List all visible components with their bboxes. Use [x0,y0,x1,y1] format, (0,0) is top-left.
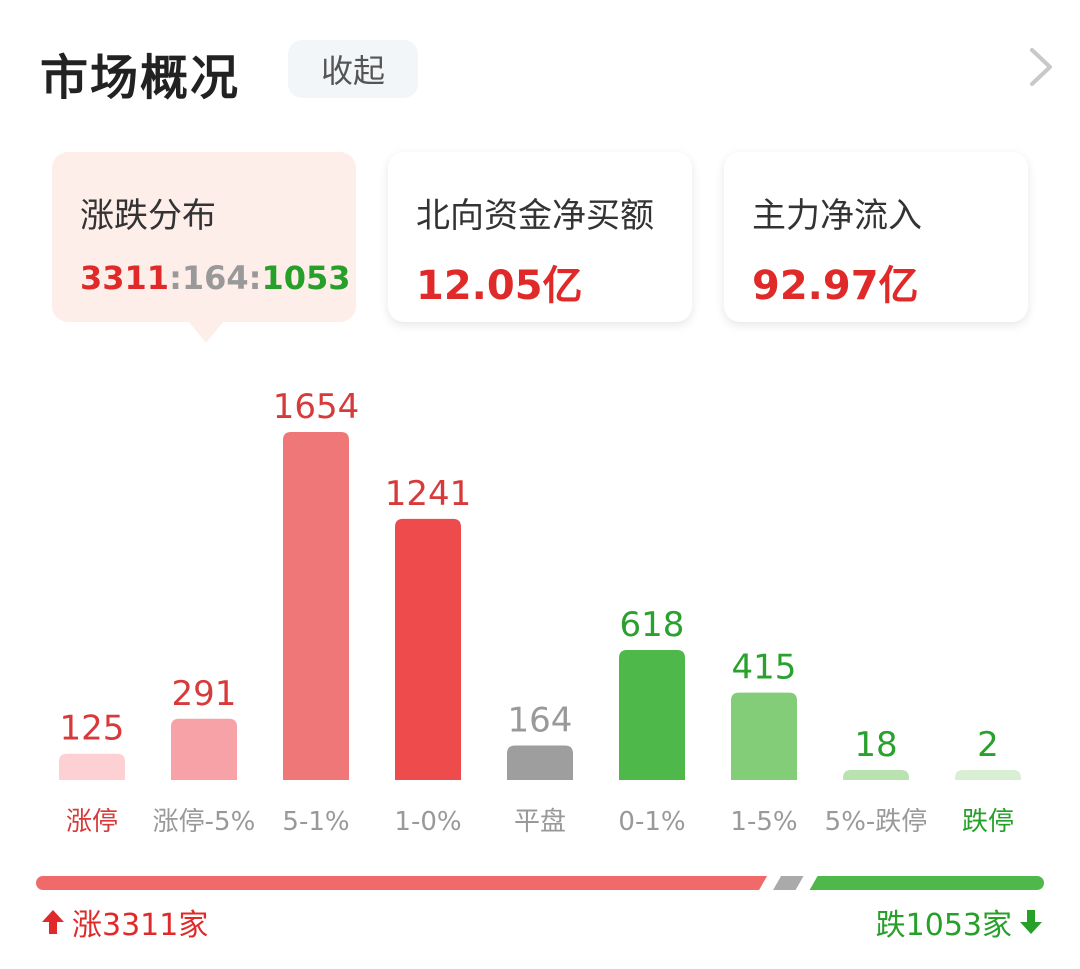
category-label: 涨停-5% [153,807,256,837]
card-northbound-funds[interactable]: 北向资金净买额 12.05亿 [388,152,692,322]
card-value: 92.97亿 [752,263,919,309]
card-label: 北向资金净买额 [416,196,654,236]
bar-3 [395,518,461,780]
down-count: 1053 [261,259,351,297]
category-label: 0-1% [618,807,685,837]
category-label: 1-5% [730,807,797,837]
collapse-button[interactable]: 收起 [288,40,418,98]
value-label: 18 [854,725,897,765]
value-label: 1241 [385,474,472,514]
up-count: 3311 [80,259,170,297]
bar-1 [171,718,237,780]
bar-2 [283,432,349,780]
active-card-pointer [188,321,224,343]
down-summary: 跌1053家 [876,900,1044,944]
separator: : [169,259,182,297]
value-label: 618 [620,605,685,645]
value-label: 415 [732,648,797,688]
bar-4 [507,745,573,780]
flat-count: 164 [181,259,249,297]
value-label: 164 [508,700,573,740]
ratio-flat-segment [773,876,804,890]
page-title: 市场概况 [40,50,241,106]
bar-8 [955,770,1021,780]
value-label: 291 [172,674,237,714]
ratio-down-segment [809,876,1044,890]
distribution-ratio: 3311:164:1053 [80,259,351,297]
arrow-down-icon [1020,910,1042,934]
category-label: 涨停 [66,807,118,837]
value-label: 1654 [273,387,360,427]
card-main-net-inflow[interactable]: 主力净流入 92.97亿 [724,152,1028,322]
bar-0 [59,753,125,780]
up-summary-text: 涨3311家 [72,908,209,943]
card-label: 主力净流入 [752,196,922,236]
arrow-up-icon [42,910,64,934]
distribution-bar-chart: 125 涨停 291 涨停-5% 1654 5-1% 1241 1-0% 164 平盘 618 0-1… [59,387,1021,837]
ratio-up-segment [36,876,768,890]
category-label: 平盘 [514,807,566,837]
chevron-right-icon[interactable] [1020,42,1060,92]
separator: : [248,259,262,297]
category-label: 5%-跌停 [825,807,928,837]
bar-7 [843,770,909,780]
category-label: 5-1% [282,807,349,837]
bar-5 [619,649,685,780]
header: 市场概况 收起 [0,0,1080,130]
value-label: 2 [977,725,999,765]
up-down-ratio-bar [36,876,1044,890]
down-summary-text: 跌1053家 [875,908,1012,943]
value-label: 125 [60,709,125,749]
bar-6 [731,692,797,780]
category-label: 跌停 [962,807,1014,837]
card-label: 涨跌分布 [80,196,216,236]
card-value: 12.05亿 [416,263,583,309]
card-up-down-distribution[interactable]: 涨跌分布 3311:164:1053 [52,152,356,322]
up-summary: 涨3311家 [40,900,208,944]
category-label: 1-0% [394,807,461,837]
